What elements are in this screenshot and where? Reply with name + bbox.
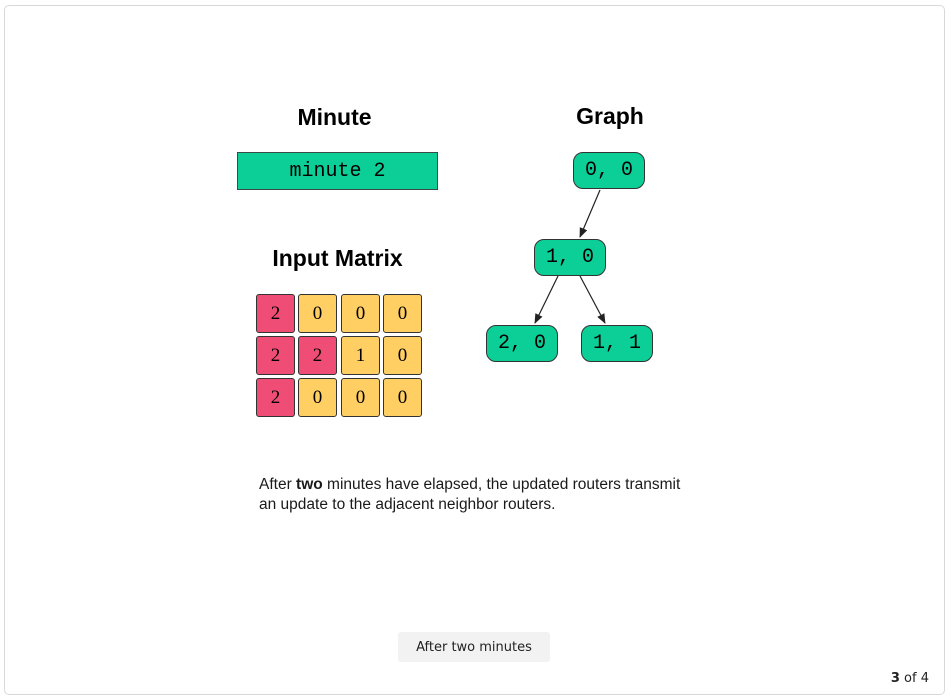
node-label: 1, 0 (545, 246, 594, 269)
matrix-cell: 0 (383, 378, 422, 417)
pager-total: 4 (920, 671, 929, 686)
graph-node-1-1: 1, 1 (581, 325, 653, 362)
step-title-label: After two minutes (416, 639, 532, 655)
cell-value: 0 (397, 302, 408, 324)
cell-value: 0 (397, 386, 408, 408)
matrix-cell: 2 (256, 336, 295, 375)
caption-prefix: After (259, 476, 297, 493)
edge-1-0-to-2-0 (534, 275, 559, 324)
matrix-cell: 0 (298, 378, 337, 417)
matrix-cell: 0 (298, 294, 337, 333)
edge-0-0-to-1-0 (579, 189, 601, 238)
graph-heading: Graph (576, 103, 644, 129)
slide-pager: 3 of 4 (891, 671, 929, 686)
caption-emphasis: two (296, 476, 323, 493)
minute-display: minute 2 (237, 152, 438, 190)
cell-value: 0 (397, 344, 408, 366)
cell-value: 0 (355, 386, 366, 408)
matrix-cell: 2 (256, 378, 295, 417)
matrix-cell: 0 (383, 294, 422, 333)
cell-value: 2 (312, 344, 323, 366)
caption-suffix: minutes have elapsed, the updated router… (259, 476, 681, 513)
node-label: 0, 0 (584, 159, 633, 182)
cell-value: 2 (270, 386, 281, 408)
minute-value: minute 2 (289, 159, 386, 183)
step-caption: After two minutes have elapsed, the upda… (259, 475, 699, 515)
matrix-cell: 1 (341, 336, 380, 375)
slide-frame (4, 5, 945, 695)
edge-1-0-to-1-1 (579, 275, 606, 324)
matrix-cell: 2 (298, 336, 337, 375)
cell-value: 2 (270, 344, 281, 366)
matrix-cell: 2 (256, 294, 295, 333)
matrix-cell: 0 (341, 294, 380, 333)
matrix-cell: 0 (341, 378, 380, 417)
cell-value: 0 (312, 302, 323, 324)
minute-heading: Minute (297, 104, 372, 130)
node-label: 1, 1 (592, 332, 641, 355)
pager-current: 3 (890, 671, 900, 686)
graph-node-0-0: 0, 0 (573, 152, 645, 189)
cell-value: 2 (270, 302, 281, 324)
node-label: 2, 0 (497, 332, 546, 355)
graph-node-2-0: 2, 0 (486, 325, 558, 362)
step-title-button[interactable]: After two minutes (398, 632, 550, 662)
cell-value: 0 (355, 302, 366, 324)
graph-node-1-0: 1, 0 (534, 239, 606, 276)
matrix-cell: 0 (383, 336, 422, 375)
pager-separator: of (899, 671, 921, 686)
cell-value: 0 (312, 386, 323, 408)
matrix-heading: Input Matrix (272, 245, 403, 271)
cell-value: 1 (355, 344, 366, 366)
